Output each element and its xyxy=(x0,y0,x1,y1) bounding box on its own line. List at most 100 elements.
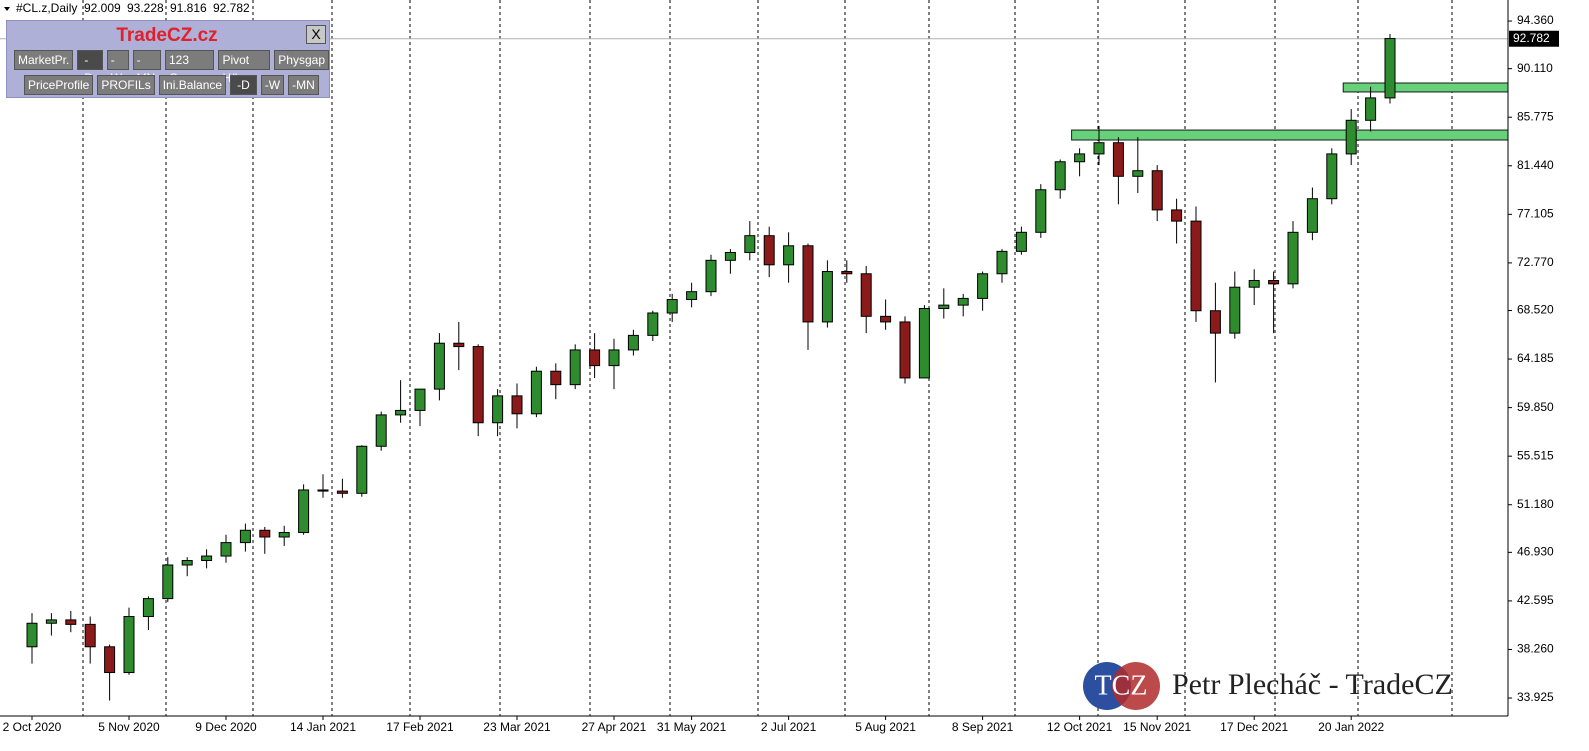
x-tick-label: 17 Feb 2021 xyxy=(386,720,454,734)
y-tick-label: 68.520 xyxy=(1517,303,1554,317)
y-tick-label: 64.185 xyxy=(1517,351,1554,365)
x-tick-label: 2 Oct 2020 xyxy=(3,720,62,734)
candle-body xyxy=(938,304,950,309)
candle-body xyxy=(1306,198,1318,233)
candle-body xyxy=(957,297,969,306)
candle-body xyxy=(608,349,620,367)
header-value: 92.782 xyxy=(213,1,250,15)
x-tick-label: 23 Mar 2021 xyxy=(483,720,551,734)
candle-body xyxy=(1151,170,1163,211)
panel-button[interactable]: -MN xyxy=(132,50,161,85)
price-box xyxy=(1509,30,1559,47)
x-tick-label: 14 Jan 2021 xyxy=(290,720,356,734)
panel-button[interactable]: -MN xyxy=(288,75,319,95)
panel-button[interactable]: PROFILs xyxy=(97,75,155,95)
candle-body xyxy=(647,312,659,336)
candle-body xyxy=(239,529,251,544)
x-tick-label: 20 Jan 2022 xyxy=(1318,720,1384,734)
panel-button[interactable]: MarketPr. xyxy=(14,50,74,70)
candle-body xyxy=(821,271,833,323)
y-tick-label: 72.770 xyxy=(1517,255,1554,269)
candle-body xyxy=(220,542,232,557)
candle-body xyxy=(433,342,445,390)
y-tick-label: 51.180 xyxy=(1517,497,1554,511)
candle-body xyxy=(492,395,504,424)
button-row: MarketPr.-D-W-MN123 GapPivot H/LPhysgap xyxy=(14,50,329,85)
candle-body xyxy=(1093,142,1105,155)
header-value: 93.228 xyxy=(127,1,164,15)
panel-button[interactable]: -W xyxy=(260,75,285,95)
candle-body xyxy=(278,532,290,538)
panel-button[interactable]: PriceProfile xyxy=(24,75,94,95)
candle-body xyxy=(1074,153,1086,163)
candle-body xyxy=(181,560,193,566)
candle-body xyxy=(65,619,77,625)
y-tick-label: 77.105 xyxy=(1517,207,1554,221)
y-tick-label: 85.775 xyxy=(1517,109,1554,123)
panel-button[interactable]: Ini.Balance xyxy=(158,75,227,95)
menu-arrow xyxy=(4,7,10,11)
candle-body xyxy=(453,342,465,348)
panel-button[interactable]: -W xyxy=(106,50,129,85)
candle-body xyxy=(1132,170,1144,177)
zone xyxy=(1342,82,1509,93)
candle-body xyxy=(724,251,736,261)
candle-body xyxy=(142,598,154,618)
candle-body xyxy=(569,349,581,386)
candle-body xyxy=(317,489,329,492)
candle-body xyxy=(375,414,387,447)
panel-button[interactable]: -D xyxy=(230,75,257,95)
price-label: 92.782 xyxy=(1513,31,1550,45)
candle-body xyxy=(259,529,271,538)
candle-body xyxy=(395,409,407,416)
candle-body xyxy=(84,623,96,648)
y-tick-label: 46.930 xyxy=(1517,545,1554,559)
candle-body xyxy=(1035,189,1047,233)
x-tick-label: 15 Nov 2021 xyxy=(1123,720,1191,734)
candle-body xyxy=(627,334,639,351)
candle-body xyxy=(686,291,698,301)
candle-body xyxy=(1384,38,1396,99)
candle-body xyxy=(841,271,853,275)
candle-body xyxy=(530,370,542,415)
candle-body xyxy=(918,307,930,379)
candle-body xyxy=(26,622,38,648)
panel-button[interactable]: Physgap xyxy=(274,50,329,70)
panel-title: TradeCZ.cz xyxy=(116,25,218,46)
candle-body xyxy=(45,619,57,624)
button-row: PriceProfile PROFILs Ini.Balance -D -W -MN xyxy=(24,75,319,95)
candle-body xyxy=(1015,231,1027,252)
x-tick-label: 31 May 2021 xyxy=(657,720,727,734)
candle-body xyxy=(860,273,872,317)
y-tick-label: 38.260 xyxy=(1517,642,1554,656)
panel-button[interactable]: -D xyxy=(77,50,103,85)
y-tick-label: 94.360 xyxy=(1517,13,1554,27)
candle-body xyxy=(104,646,116,674)
close-button[interactable]: X xyxy=(306,25,326,44)
watermark-text: Petr Plecháč - TradeCZ xyxy=(1172,668,1453,701)
candle-body xyxy=(511,395,523,415)
candle-body xyxy=(336,490,348,494)
x-tick-label: 8 Sep 2021 xyxy=(952,720,1014,734)
candle-body xyxy=(589,349,601,367)
panel-button[interactable]: Pivot H/L xyxy=(218,50,271,85)
candle-body xyxy=(1171,209,1183,222)
candle-body xyxy=(666,299,678,314)
candle-body xyxy=(162,564,174,600)
candle-body xyxy=(1365,97,1377,121)
panel-button[interactable]: 123 Gap xyxy=(164,50,215,85)
candle-body xyxy=(1287,231,1299,285)
candle-body xyxy=(298,489,310,534)
candle-body xyxy=(744,235,756,253)
y-tick-label: 42.595 xyxy=(1517,593,1554,607)
header-value: 92.009 xyxy=(84,1,121,15)
tool-panel: TradeCZ.cz X MarketPr.-D-W-MN123 GapPivo… xyxy=(6,20,330,98)
header-value: 91.816 xyxy=(170,1,207,15)
candle-body xyxy=(356,445,368,494)
candle-body xyxy=(1268,279,1280,285)
candle-body xyxy=(123,616,135,674)
x-tick-label: 5 Nov 2020 xyxy=(98,720,160,734)
candle-body xyxy=(1248,279,1260,288)
candle-body xyxy=(1209,310,1221,334)
